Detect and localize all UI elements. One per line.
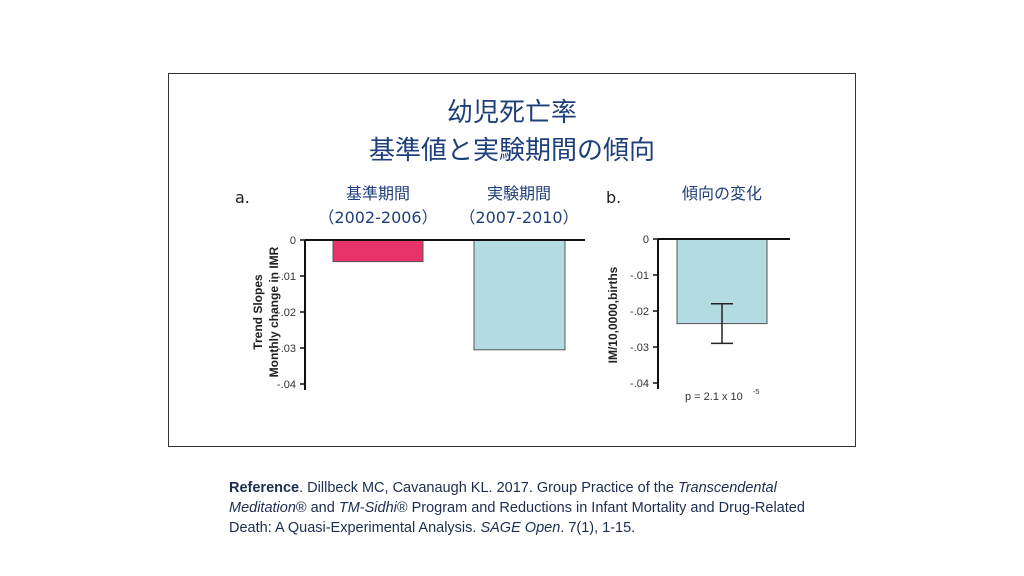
p-value-annotation: p = 2.1 x 10 xyxy=(685,391,743,403)
reference-italic: TM-Sidhi xyxy=(338,500,397,516)
y-tick-label: -.03 xyxy=(630,342,649,354)
y-tick-label: -.02 xyxy=(630,306,649,318)
reference-part: . 7(1), 1-15. xyxy=(560,520,636,536)
chart-title-line2: 基準値と実験期間の傾向 xyxy=(368,136,655,166)
reference-label: Reference xyxy=(229,480,300,496)
y-tick-label: -.01 xyxy=(630,270,649,282)
panel-b-label: b. xyxy=(606,188,622,207)
y-tick-label: -.01 xyxy=(277,271,296,283)
p-value-exponent: -5 xyxy=(753,389,759,396)
category-sublabel-experimental: （2007-2010） xyxy=(459,208,579,227)
chart-frame xyxy=(168,73,856,447)
reference-italic: SAGE Open xyxy=(480,520,561,536)
reference-text: Reference. Dillbeck MC, Cavanaugh KL. 20… xyxy=(229,478,829,538)
y-tick-label: -.04 xyxy=(277,379,296,391)
category-sublabel-baseline: （2002-2006） xyxy=(318,208,438,227)
reference-italic: Transcendental Meditation xyxy=(229,480,777,516)
chart-title-line1: 幼児死亡率 xyxy=(446,98,577,128)
reference-part: ® and xyxy=(295,500,339,516)
category-label-experimental: 実験期間 xyxy=(486,184,551,203)
y-tick-label: 0 xyxy=(643,234,649,246)
reference-part: ® Program and Reductions in Infant Morta… xyxy=(229,500,805,536)
panel-a-label: a. xyxy=(235,188,250,207)
category-label-change: 傾向の変化 xyxy=(681,184,762,203)
y-tick-label: 0 xyxy=(290,235,296,247)
bar-0-1 xyxy=(473,239,566,351)
y-tick-label: -.04 xyxy=(630,378,649,390)
y-tick-label: -.02 xyxy=(277,307,296,319)
reference-part: . Dillbeck MC, Cavanaugh KL. 2017. Group… xyxy=(299,480,678,496)
y-axis-title-line2: Monthly change in IMR xyxy=(267,246,281,377)
bar-0-0 xyxy=(332,239,424,263)
y-axis-title: IM/10,0000,births xyxy=(606,266,620,363)
category-label-baseline: 基準期間 xyxy=(345,184,410,203)
y-axis-title-line1: Trend Slopes xyxy=(251,274,265,350)
y-tick-label: -.03 xyxy=(277,343,296,355)
